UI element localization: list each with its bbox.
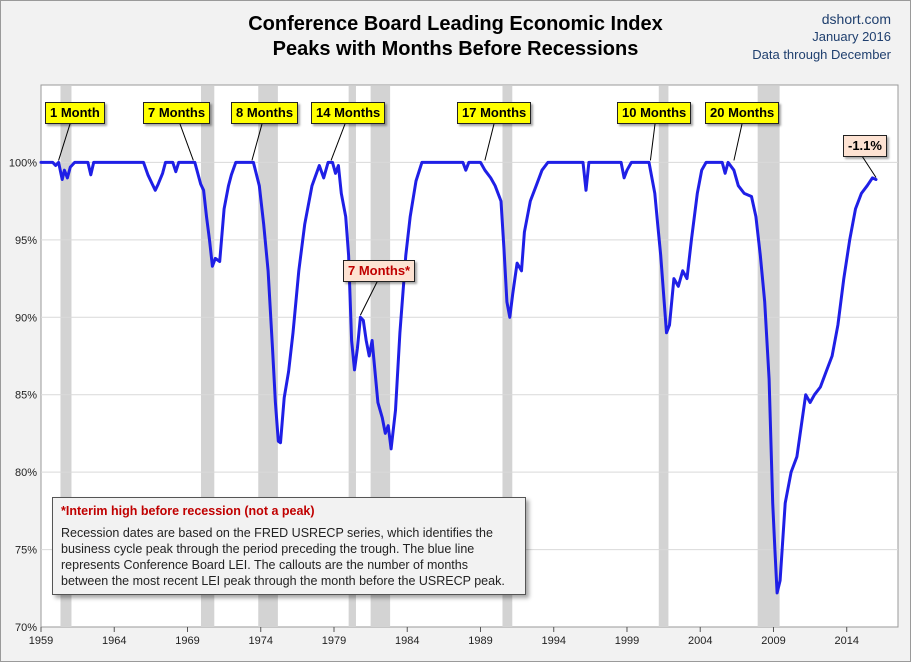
note-body: Recession dates are based on the FRED US… (61, 526, 505, 588)
recession-band (200, 86, 215, 627)
x-tick-label: 1959 (29, 635, 53, 647)
x-tick-label: 1974 (249, 635, 273, 647)
lei-series-line (39, 160, 878, 595)
x-tick-label: 2014 (834, 635, 858, 647)
recession-band (60, 86, 72, 627)
y-tick-label: 100% (9, 157, 37, 169)
y-tick-label: 95% (15, 235, 37, 247)
source-block: dshort.com January 2016 Data through Dec… (752, 10, 891, 64)
callout-leader (330, 123, 346, 161)
y-tick-label: 80% (15, 467, 37, 479)
source-site: dshort.com (821, 11, 891, 27)
callout-interim-7-months: 7 Months* (343, 260, 416, 282)
y-tick-label: 70% (15, 622, 37, 634)
y-tick-label: 75% (15, 545, 37, 557)
y-tick-label: 85% (15, 390, 37, 402)
title-line-2: Peaks with Months Before Recessions (272, 38, 639, 60)
callout-20-months: 20 Months (705, 102, 780, 124)
callout-leader (649, 123, 656, 161)
x-tick-label: 1984 (395, 635, 419, 647)
y-tick-label: 90% (15, 312, 37, 324)
callout-leader (861, 155, 877, 178)
title-line-1: Conference Board Leading Economic Index (248, 13, 663, 35)
source-date: January 2016 (812, 29, 891, 44)
x-tick-label: 1989 (468, 635, 492, 647)
x-tick-label: 1994 (541, 635, 565, 647)
chart-title: Conference Board Leading Economic Index … (0, 12, 911, 62)
x-tick-label: 1964 (102, 635, 126, 647)
callout-10-months: 10 Months (617, 102, 692, 124)
x-tick-label: 1999 (615, 635, 639, 647)
x-tick-label: 1969 (175, 635, 199, 647)
callout-leader (359, 279, 379, 316)
recession-band (658, 86, 669, 627)
x-tick-label: 2004 (688, 635, 712, 647)
callout-leader (179, 123, 194, 161)
callout-leader (251, 123, 263, 161)
recession-band (502, 86, 513, 627)
callout-17-months: 17 Months (457, 102, 532, 124)
callout-14-months: 14 Months (311, 102, 386, 124)
callout-leader (58, 123, 71, 161)
source-note: Data through December (752, 47, 891, 62)
callout-1-month: 1 Month (45, 102, 105, 124)
note-heading: *Interim high before recession (not a pe… (61, 504, 315, 518)
x-tick-label: 2009 (761, 635, 785, 647)
callout-7-months: 7 Months (143, 102, 211, 124)
callout-latest-change: -1.1% (843, 135, 887, 157)
recession-band (370, 86, 391, 627)
x-tick-label: 1979 (322, 635, 346, 647)
callout-leader (484, 123, 495, 161)
note-box: *Interim high before recession (not a pe… (52, 497, 526, 595)
callout-leader (733, 123, 743, 161)
callout-8-months: 8 Months (231, 102, 299, 124)
